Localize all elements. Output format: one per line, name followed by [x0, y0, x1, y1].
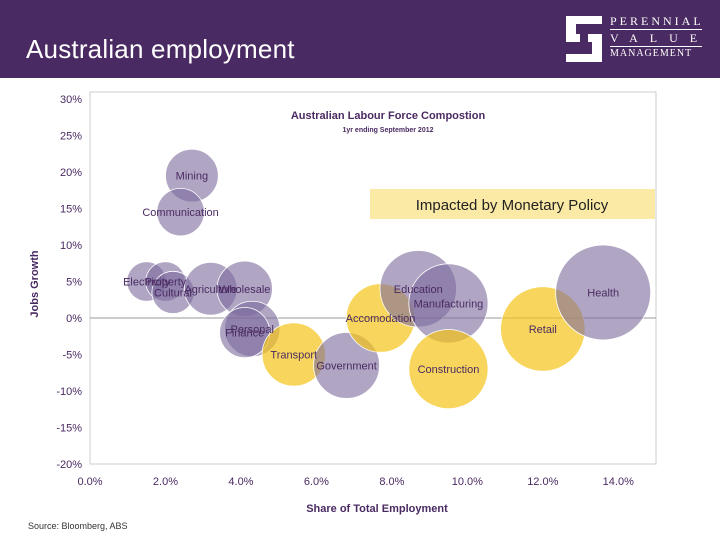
bubble-label: Property	[145, 277, 187, 289]
company-logo: PERENNIAL VALUE MANAGEMENT	[562, 14, 704, 64]
y-tick-label: -15%	[56, 423, 82, 435]
x-tick-label: 10.0%	[452, 476, 483, 488]
bubble-label: Health	[587, 287, 619, 299]
bubble-label: Accomodation	[346, 313, 416, 325]
logo-divider	[610, 29, 702, 30]
bubble-health	[555, 244, 652, 341]
bubble-label: Wholesale	[219, 284, 270, 296]
logo-line-2: VALUE	[610, 31, 710, 45]
bubble-government	[313, 332, 380, 399]
page-title: Australian employment	[26, 34, 295, 64]
y-tick-label: -10%	[56, 386, 82, 398]
y-tick-label: 10%	[60, 240, 82, 252]
page-number: 37	[690, 526, 701, 536]
bubble-label: Construction	[418, 364, 480, 376]
bubble-label: Transport	[270, 350, 317, 362]
label-layer: Mining Communication ElectricityPropertyCu…	[123, 171, 619, 376]
y-tick-label: 15%	[60, 204, 82, 216]
callout-text: Impacted by Monetary Policy	[416, 197, 609, 214]
monetary-policy-callout: Impacted by Monetary Policy	[370, 189, 655, 219]
logo-line-3: MANAGEMENT	[610, 48, 693, 59]
logo-mark-icon	[566, 16, 602, 62]
bubble-label: Finance	[225, 328, 264, 340]
y-tick-label: -5%	[62, 350, 82, 362]
x-tick-label: 2.0%	[153, 476, 178, 488]
logo-line-1: PERENNIAL	[610, 14, 704, 28]
bubble-label: Personal	[231, 324, 274, 336]
y-tick-label: -20%	[56, 459, 82, 471]
bubble-label: Retail	[529, 324, 557, 336]
bubble-construction	[408, 329, 489, 410]
bubble-label: Communication	[142, 207, 218, 219]
bubble-label: Manufacturing	[414, 298, 484, 310]
y-tick-label: 20%	[60, 167, 82, 179]
y-tick-label: 5%	[66, 277, 82, 289]
y-tick-label: 30%	[60, 94, 82, 106]
chart-subtitle: 1yr ending September 2012	[342, 127, 433, 134]
bubble-label: Education	[394, 284, 443, 296]
bubble-layer	[126, 148, 652, 410]
x-tick-label: 8.0%	[379, 476, 404, 488]
x-tick-label: 12.0%	[527, 476, 558, 488]
bubble-label: Government	[316, 360, 377, 372]
y-tick-label: 25%	[60, 131, 82, 143]
source-note: Source: Bloomberg, ABS	[28, 521, 128, 531]
y-tick-label: 0%	[66, 313, 82, 325]
bubble-label: Mining	[176, 171, 208, 183]
bubble-finance	[219, 307, 271, 359]
bubble-label: Electricity	[123, 277, 171, 289]
bubble-label: Agriculture	[184, 284, 237, 296]
x-tick-label: 0.0%	[77, 476, 102, 488]
x-axis-label: Share of Total Employment	[306, 503, 448, 515]
logo-divider	[610, 46, 702, 47]
y-axis-label: Jobs Growth	[29, 250, 41, 318]
callout-box	[370, 189, 655, 219]
slide-header: Australian employment PERENNIAL VALUE MA…	[0, 0, 720, 78]
x-tick-label: 14.0%	[603, 476, 634, 488]
chart-title: Australian Labour Force Compostion	[291, 110, 486, 122]
bubble-communication	[156, 187, 205, 237]
x-tick-label: 6.0%	[304, 476, 329, 488]
bubble-chart: 30% 25% 20% 15% 10% 5% 0% -5% -10% -15% -20% 0.0% 2.…	[29, 91, 657, 515]
bubble-label: Cultural	[154, 287, 192, 299]
x-tick-label: 4.0%	[228, 476, 253, 488]
